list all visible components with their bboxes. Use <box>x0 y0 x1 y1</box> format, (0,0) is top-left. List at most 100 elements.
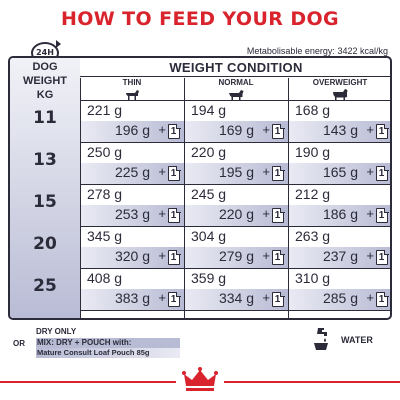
weight-header-line: WEIGHT <box>23 75 67 87</box>
dry-amount: 263 g <box>295 228 331 244</box>
pouch-icon: 1 <box>272 207 285 223</box>
dry-amount: 245 g <box>191 186 227 202</box>
feeding-cell: 221 g 196 g +1 <box>81 100 184 142</box>
pouch-count: 1 <box>378 252 385 263</box>
pouch-icon: 1 <box>376 291 389 307</box>
feeding-cell: 345 g 320 g +1 <box>81 226 184 268</box>
dry-amount: 345 g <box>87 228 123 244</box>
weight-condition-title: WEIGHT CONDITION <box>169 60 303 75</box>
dry-amount: 221 g <box>87 102 123 118</box>
weight-header-line: KG <box>36 89 54 101</box>
pouch-icon: 1 <box>168 165 181 181</box>
energy-info: Metabolisable energy: 3422 kcal/kg <box>247 46 388 56</box>
mix-band <box>81 289 184 310</box>
mix-dry-amount: 186 g <box>322 206 358 222</box>
mix-dry-amount: 279 g <box>218 248 254 264</box>
pouch-count: 1 <box>274 294 281 305</box>
feeding-table: DOG WEIGHT KG WEIGHT CONDITION THIN NORMA… <box>8 56 392 320</box>
dry-amount: 220 g <box>191 144 227 160</box>
condition-normal: NORMAL <box>218 78 254 87</box>
pouch-count: 1 <box>378 126 385 137</box>
dry-amount: 359 g <box>191 270 227 286</box>
feeding-cell: 263 g 237 g +1 <box>289 226 390 268</box>
water-tap-bowl-icon <box>314 328 328 350</box>
clock-arrow-icon <box>56 40 61 48</box>
dry-amount: 304 g <box>191 228 227 244</box>
pouch-icon: 1 <box>376 123 389 139</box>
pouch-count: 1 <box>274 168 281 179</box>
mix-band <box>81 247 184 268</box>
feeding-cell: 212 g 186 g +1 <box>289 184 390 226</box>
pouch-count: 1 <box>274 126 281 137</box>
mix-band <box>185 205 288 226</box>
feeding-cell: 190 g 165 g +1 <box>289 142 390 184</box>
mix-band <box>185 247 288 268</box>
plus-sign: + <box>158 290 166 305</box>
plus-sign: + <box>158 164 166 179</box>
mix-dry-amount: 225 g <box>114 164 150 180</box>
pouch-count: 1 <box>170 168 177 179</box>
pouch-icon: 1 <box>376 165 389 181</box>
mix-dry-amount: 285 g <box>322 290 358 306</box>
mix-dry-amount: 253 g <box>114 206 150 222</box>
dry-amount: 278 g <box>87 186 123 202</box>
mix-band <box>81 163 184 184</box>
mix-band <box>289 121 390 142</box>
energy-value: 3422 kcal/kg <box>337 46 388 56</box>
dry-amount: 310 g <box>295 270 331 286</box>
mix-band <box>185 289 288 310</box>
plus-sign: + <box>262 206 270 221</box>
row-divider <box>80 184 390 185</box>
dog-weight-kg: 11 <box>33 108 57 128</box>
column-divider <box>288 78 289 318</box>
page-title: HOW TO FEED YOUR DOG <box>60 8 340 30</box>
plus-sign: + <box>366 164 374 179</box>
plus-sign: + <box>158 122 166 137</box>
pouch-icon: 1 <box>272 165 285 181</box>
feeding-cell: 245 g 220 g +1 <box>185 184 288 226</box>
mix-band <box>81 121 184 142</box>
pouch-count: 1 <box>274 210 281 221</box>
feeding-cell: 408 g 383 g +1 <box>81 268 184 310</box>
plus-sign: + <box>262 248 270 263</box>
pouch-count: 1 <box>378 168 385 179</box>
dry-amount: 168 g <box>295 102 331 118</box>
plus-sign: + <box>366 206 374 221</box>
pouch-count: 1 <box>170 294 177 305</box>
plus-sign: + <box>366 248 374 263</box>
row-divider <box>80 76 390 77</box>
row-divider <box>80 142 390 143</box>
mix-dry-amount: 196 g <box>114 122 150 138</box>
pouch-icon: 1 <box>168 249 181 265</box>
mix-dry-amount: 383 g <box>114 290 150 306</box>
feeding-cell: 250 g 225 g +1 <box>81 142 184 184</box>
mix-dry-amount: 195 g <box>218 164 254 180</box>
column-divider <box>80 78 81 318</box>
plus-sign: + <box>158 206 166 221</box>
pouch-icon: 1 <box>272 123 285 139</box>
plus-sign: + <box>262 164 270 179</box>
weight-header-line: DOG <box>32 61 58 73</box>
dog-weight-kg: 13 <box>33 150 57 170</box>
mix-dry-amount: 220 g <box>218 206 254 222</box>
dry-amount: 194 g <box>191 102 227 118</box>
feeding-cell: 304 g 279 g +1 <box>185 226 288 268</box>
pouch-icon: 1 <box>168 207 181 223</box>
condition-thin: THIN <box>122 78 142 87</box>
feeding-cell: 278 g 253 g +1 <box>81 184 184 226</box>
feeding-cell: 220 g 195 g +1 <box>185 142 288 184</box>
dry-amount: 190 g <box>295 144 331 160</box>
row-divider <box>80 100 390 101</box>
mix-dry-amount: 320 g <box>114 248 150 264</box>
legend-dry-only: DRY ONLY <box>36 327 77 336</box>
feeding-cell: 168 g 143 g +1 <box>289 100 390 142</box>
plus-sign: + <box>366 122 374 137</box>
pouch-icon: 1 <box>272 249 285 265</box>
mix-dry-amount: 143 g <box>322 122 358 138</box>
legend-mix: MIX: DRY + POUCH with: <box>36 338 180 348</box>
row-divider <box>80 226 390 227</box>
mix-band <box>289 205 390 226</box>
feeding-cell: 359 g 334 g +1 <box>185 268 288 310</box>
plus-sign: + <box>366 290 374 305</box>
feeding-cell: 310 g 285 g +1 <box>289 268 390 310</box>
